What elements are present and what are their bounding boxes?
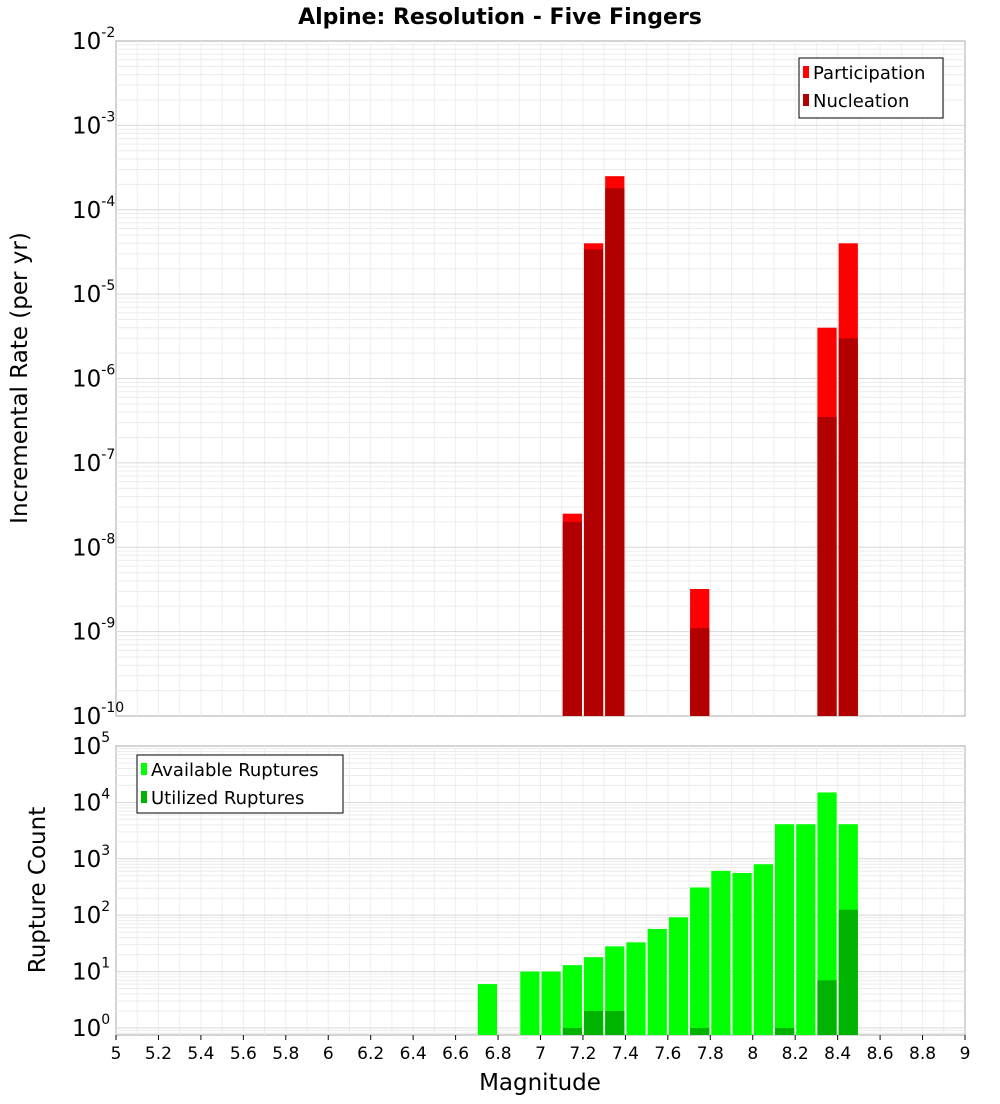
bottom-y-ticks: 105 104 103 102 101 100: [72, 730, 110, 1042]
bar-available-ruptures-7.55: [647, 928, 667, 1035]
x-tick-label-14: 7.8: [697, 1044, 724, 1064]
x-tick-label-6: 6.2: [357, 1044, 384, 1064]
legend-label-participation: Participation: [813, 63, 925, 84]
top-y-tick-1: 10-3: [72, 109, 115, 139]
x-tick-label-15: 8: [747, 1044, 758, 1064]
top-legend-box: [798, 57, 944, 119]
top-y-axis-label: Incremental Rate (per yr): [7, 232, 33, 524]
x-tick-label-11: 7.2: [569, 1044, 596, 1064]
bar-nucleation-7.15: [562, 521, 582, 716]
bar-available-ruptures-7.95: [732, 872, 752, 1035]
x-tick-label-16: 8.2: [782, 1044, 809, 1064]
bar-available-ruptures-7.75: [690, 887, 710, 1035]
top-y-ticks: 10-2 10-3 10-4 10-5 10-6 10-7 10-8 10-9 10-10: [72, 25, 124, 730]
bar-available-ruptures-7.65: [668, 917, 689, 1035]
bottom-y-axis-label: Rupture Count: [25, 807, 51, 973]
bar-utilized-ruptures-8.35: [817, 980, 837, 1035]
x-tick-label-7: 6.4: [400, 1044, 427, 1064]
bottom-x-ticks: 5 5.2 5.4 5.6 5.8 6 6.2 6.4 6.6 6.8 7 7.2 7.4 7.6 7.8 8…: [111, 1035, 971, 1064]
bar-nucleation-7.75: [690, 628, 710, 716]
bottom-y-tick-3: 102: [72, 899, 110, 929]
bottom-bars: [477, 792, 858, 1035]
top-bars: [562, 176, 858, 717]
legend-swatch-participation: [803, 66, 809, 78]
bar-available-ruptures-7.85: [711, 870, 731, 1035]
x-tick-label-2: 5.4: [187, 1044, 214, 1064]
bar-available-ruptures-8.35: [817, 792, 837, 1035]
bar-utilized-ruptures-8.15: [774, 1027, 795, 1035]
bar-nucleation-7.25: [583, 249, 604, 716]
top-y-tick-7: 10-9: [72, 616, 115, 646]
bar-available-ruptures-8.25: [796, 824, 816, 1035]
bar-utilized-ruptures-7.25: [583, 1010, 604, 1035]
top-panel: 10-2 10-3 10-4 10-5 10-6 10-7 10-8 10-9 10-10 In…: [7, 25, 966, 730]
x-tick-label-12: 7.4: [612, 1044, 639, 1064]
bar-available-ruptures-8.05: [753, 864, 773, 1035]
x-tick-label-0: 5: [111, 1044, 122, 1064]
legend-label-available-ruptures: Available Ruptures: [151, 760, 319, 781]
bar-utilized-ruptures-8.45: [838, 909, 858, 1035]
x-tick-label-1: 5.2: [145, 1044, 172, 1064]
x-tick-label-9: 6.8: [485, 1044, 512, 1064]
x-tick-label-3: 5.6: [230, 1044, 257, 1064]
x-tick-label-10: 7: [535, 1044, 546, 1064]
x-tick-label-5: 6: [323, 1044, 334, 1064]
top-legend: Participation Nucleation: [798, 57, 944, 119]
bottom-y-tick-5: 100: [72, 1012, 110, 1042]
bar-available-ruptures-8.15: [774, 824, 795, 1035]
bar-available-ruptures-7.05: [541, 971, 561, 1035]
bar-available-ruptures-7.45: [626, 942, 646, 1035]
bottom-legend-box: [136, 754, 344, 814]
legend-label-nucleation: Nucleation: [813, 91, 909, 112]
x-axis-label: Magnitude: [479, 1070, 601, 1096]
bar-available-ruptures-7.15: [562, 965, 582, 1035]
bottom-legend: Available Ruptures Utilized Ruptures: [136, 754, 344, 814]
x-tick-label-20: 9: [960, 1044, 971, 1064]
x-tick-label-4: 5.8: [272, 1044, 299, 1064]
chart-title: Alpine: Resolution - Five Fingers: [298, 5, 702, 30]
bar-utilized-ruptures-7.35: [605, 1010, 625, 1035]
bottom-y-tick-2: 103: [72, 843, 110, 873]
x-tick-label-17: 8.4: [824, 1044, 851, 1064]
legend-swatch-utilized-ruptures: [141, 791, 147, 803]
top-y-tick-6: 10-8: [72, 531, 115, 561]
bottom-y-tick-1: 104: [72, 786, 110, 816]
top-y-tick-4: 10-6: [72, 363, 115, 393]
bar-nucleation-8.35: [817, 416, 837, 716]
bar-available-ruptures-6.75: [477, 984, 498, 1035]
top-y-tick-5: 10-7: [72, 447, 115, 477]
legend-swatch-available-ruptures: [141, 763, 147, 775]
top-gridlines: [116, 41, 965, 716]
x-tick-label-18: 8.6: [867, 1044, 894, 1064]
bar-utilized-ruptures-7.75: [690, 1027, 710, 1035]
bottom-y-tick-0: 105: [72, 730, 110, 760]
top-y-tick-3: 10-5: [72, 278, 115, 308]
top-y-tick-8: 10-10: [72, 700, 124, 730]
x-tick-label-19: 8.8: [909, 1044, 936, 1064]
bar-available-ruptures-6.95: [520, 971, 540, 1035]
legend-swatch-nucleation: [803, 94, 809, 106]
x-tick-label-13: 7.6: [654, 1044, 681, 1064]
bottom-y-tick-4: 101: [72, 956, 110, 986]
legend-label-utilized-ruptures: Utilized Ruptures: [151, 788, 304, 809]
bottom-panel: 105 104 103 102 101 100 5 5.2 5.4 5.6 5.8 6 6.2 6.4 6…: [25, 730, 970, 1096]
top-y-tick-2: 10-4: [72, 194, 115, 224]
x-tick-label-8: 6.6: [442, 1044, 469, 1064]
bar-nucleation-7.35: [605, 188, 625, 717]
bar-nucleation-8.45: [838, 338, 858, 716]
bar-utilized-ruptures-7.15: [562, 1027, 582, 1035]
top-y-tick-0: 10-2: [72, 25, 115, 55]
